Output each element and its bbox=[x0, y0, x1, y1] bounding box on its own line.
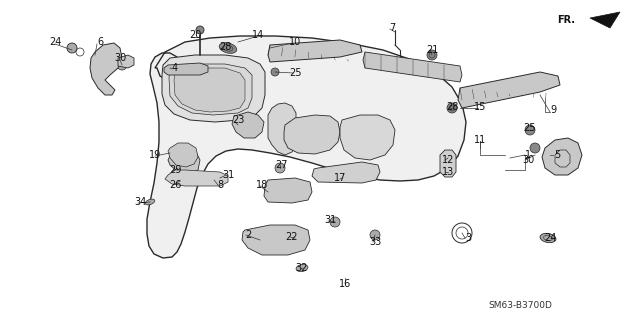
Text: 30: 30 bbox=[522, 155, 534, 165]
Text: 11: 11 bbox=[474, 135, 486, 145]
Circle shape bbox=[530, 143, 540, 153]
Polygon shape bbox=[542, 138, 582, 175]
Text: SM63-B3700D: SM63-B3700D bbox=[488, 300, 552, 309]
Text: 19: 19 bbox=[149, 150, 161, 160]
Text: 15: 15 bbox=[474, 102, 486, 112]
Text: 16: 16 bbox=[339, 279, 351, 289]
Polygon shape bbox=[264, 178, 312, 203]
Text: 14: 14 bbox=[252, 30, 264, 40]
Ellipse shape bbox=[296, 264, 308, 271]
Polygon shape bbox=[174, 68, 245, 112]
Circle shape bbox=[396, 58, 404, 66]
Polygon shape bbox=[440, 150, 456, 177]
Polygon shape bbox=[268, 40, 362, 62]
Polygon shape bbox=[165, 170, 228, 186]
Polygon shape bbox=[118, 55, 134, 68]
Polygon shape bbox=[232, 112, 264, 138]
Text: 12: 12 bbox=[442, 155, 454, 165]
Polygon shape bbox=[168, 148, 200, 175]
Text: 33: 33 bbox=[369, 237, 381, 247]
Text: 25: 25 bbox=[289, 68, 301, 78]
Text: 6: 6 bbox=[97, 37, 103, 47]
Polygon shape bbox=[340, 115, 395, 160]
Text: 29: 29 bbox=[169, 165, 181, 175]
Ellipse shape bbox=[540, 234, 556, 243]
Circle shape bbox=[67, 43, 77, 53]
Text: 24: 24 bbox=[49, 37, 61, 47]
Circle shape bbox=[330, 217, 340, 227]
Text: 13: 13 bbox=[442, 167, 454, 177]
Circle shape bbox=[196, 26, 204, 34]
Polygon shape bbox=[312, 162, 380, 183]
Polygon shape bbox=[162, 55, 265, 122]
Circle shape bbox=[275, 163, 285, 173]
Ellipse shape bbox=[145, 199, 155, 205]
Polygon shape bbox=[590, 12, 620, 28]
Text: 17: 17 bbox=[334, 173, 346, 183]
Text: 24: 24 bbox=[544, 233, 556, 243]
Circle shape bbox=[290, 233, 300, 243]
Polygon shape bbox=[363, 52, 462, 82]
Circle shape bbox=[117, 60, 127, 70]
Text: 22: 22 bbox=[285, 232, 298, 242]
Text: 31: 31 bbox=[324, 215, 336, 225]
Text: 2: 2 bbox=[245, 230, 251, 240]
Circle shape bbox=[525, 125, 535, 135]
Polygon shape bbox=[164, 63, 208, 75]
Text: 18: 18 bbox=[256, 180, 268, 190]
Circle shape bbox=[370, 230, 380, 240]
Text: 1: 1 bbox=[525, 150, 531, 160]
Text: 10: 10 bbox=[289, 37, 301, 47]
Polygon shape bbox=[169, 64, 252, 115]
Text: 31: 31 bbox=[222, 170, 234, 180]
Circle shape bbox=[427, 50, 437, 60]
Circle shape bbox=[192, 173, 202, 183]
Text: 25: 25 bbox=[524, 123, 536, 133]
Text: 34: 34 bbox=[134, 197, 146, 207]
Text: 9: 9 bbox=[550, 105, 556, 115]
Text: 8: 8 bbox=[217, 180, 223, 190]
Polygon shape bbox=[242, 225, 310, 255]
Text: 20: 20 bbox=[189, 30, 201, 40]
Polygon shape bbox=[168, 143, 198, 167]
Text: 21: 21 bbox=[426, 45, 438, 55]
Polygon shape bbox=[458, 72, 560, 108]
Text: 32: 32 bbox=[296, 263, 308, 273]
Polygon shape bbox=[90, 43, 122, 95]
Polygon shape bbox=[268, 103, 296, 155]
Text: 3: 3 bbox=[465, 233, 471, 243]
Text: 30: 30 bbox=[114, 53, 126, 63]
Polygon shape bbox=[284, 115, 340, 154]
Text: 23: 23 bbox=[232, 115, 244, 125]
Text: 4: 4 bbox=[172, 63, 178, 73]
Circle shape bbox=[271, 68, 279, 76]
Text: FR.: FR. bbox=[557, 15, 575, 25]
Text: 7: 7 bbox=[389, 23, 395, 33]
Text: 5: 5 bbox=[554, 150, 560, 160]
Text: 28: 28 bbox=[446, 102, 458, 112]
Text: 26: 26 bbox=[169, 180, 181, 190]
Ellipse shape bbox=[220, 43, 237, 53]
Circle shape bbox=[447, 103, 457, 113]
Text: 28: 28 bbox=[219, 42, 231, 52]
Polygon shape bbox=[147, 36, 466, 258]
Text: 27: 27 bbox=[276, 160, 288, 170]
